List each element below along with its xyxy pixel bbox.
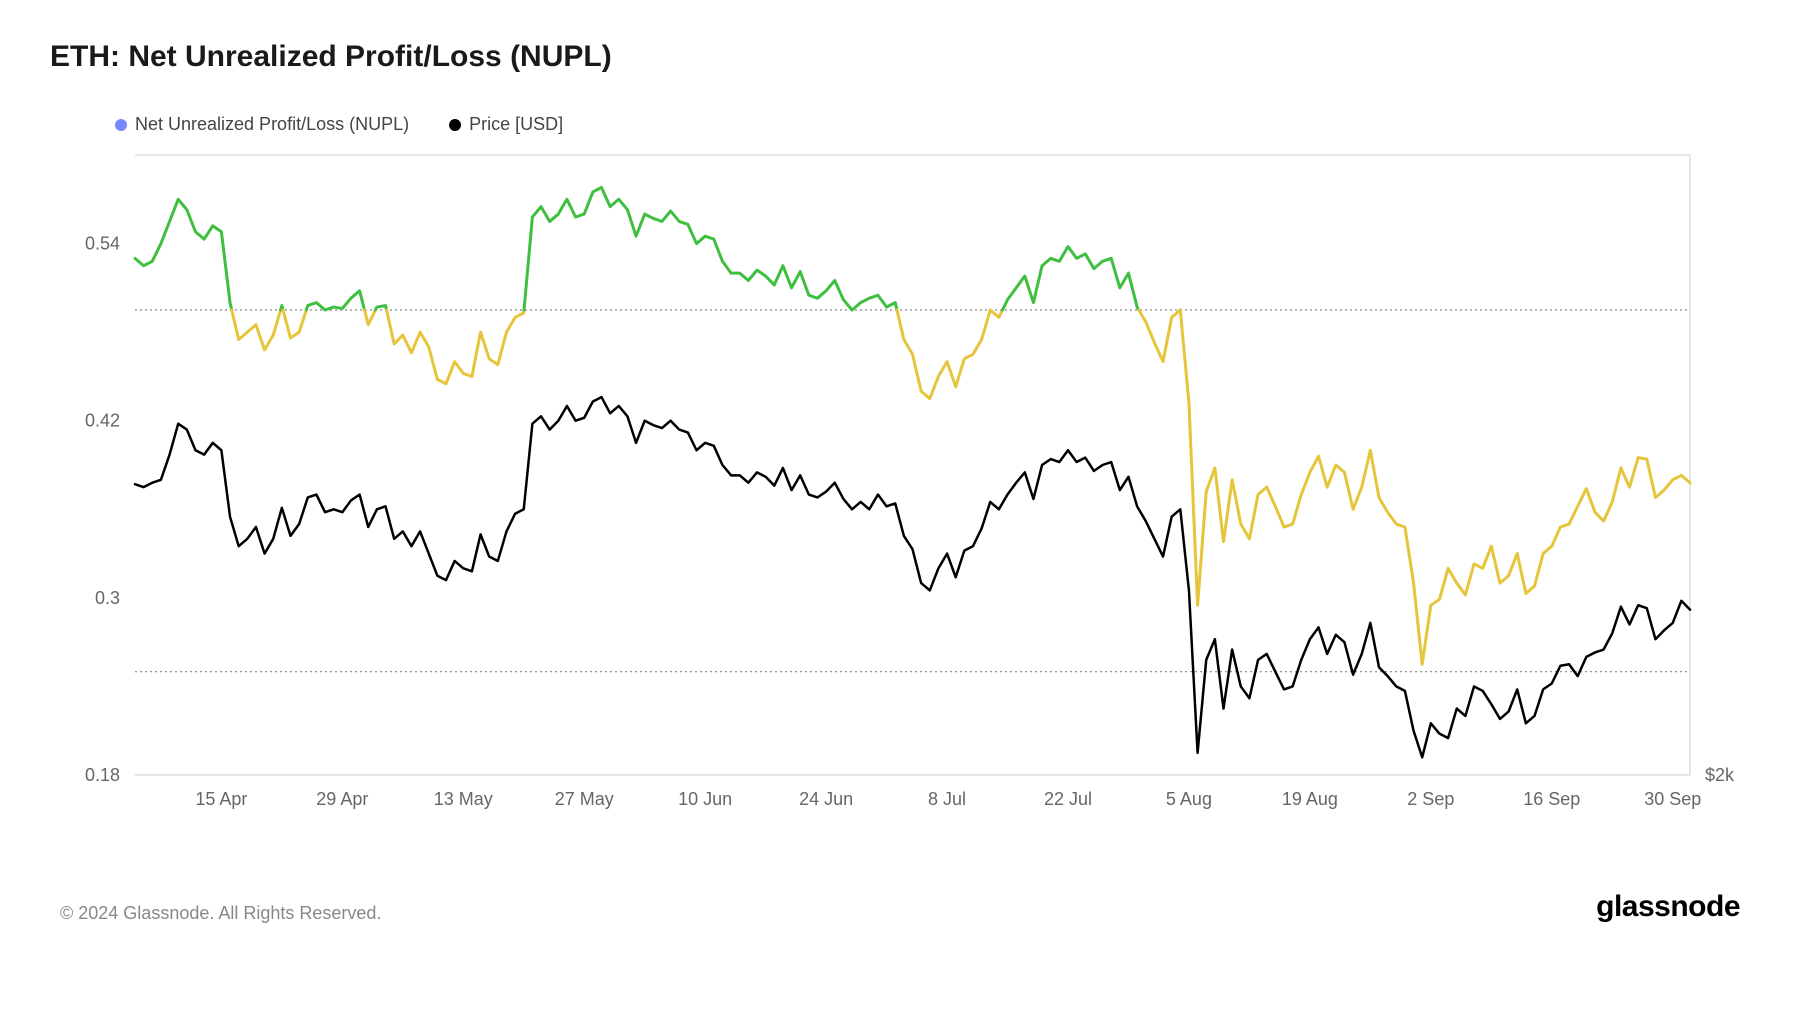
svg-text:30 Sep: 30 Sep xyxy=(1644,789,1701,809)
footer: © 2024 Glassnode. All Rights Reserved. g… xyxy=(50,890,1750,924)
legend-item-price[interactable]: Price [USD] xyxy=(449,114,563,135)
legend-dot-price xyxy=(449,119,461,131)
svg-text:0.54: 0.54 xyxy=(85,234,120,254)
svg-text:5 Aug: 5 Aug xyxy=(1166,789,1212,809)
legend-label-price: Price [USD] xyxy=(469,114,563,135)
svg-text:27 May: 27 May xyxy=(555,789,614,809)
chart-plot-area[interactable]: 0.18 0.3 0.42 0.54 $2k 15 Apr 29 Apr 13 May 27 M… xyxy=(50,145,1750,845)
chart-title: ETH: Net Unrealized Profit/Loss (NUPL) xyxy=(50,40,1750,74)
svg-text:8 Jul: 8 Jul xyxy=(928,789,966,809)
copyright-text: © 2024 Glassnode. All Rights Reserved. xyxy=(60,903,381,924)
svg-text:0.18: 0.18 xyxy=(85,765,120,785)
chart-container: ETH: Net Unrealized Profit/Loss (NUPL) N… xyxy=(0,0,1800,1013)
svg-text:24 Jun: 24 Jun xyxy=(799,789,853,809)
svg-text:19 Aug: 19 Aug xyxy=(1282,789,1338,809)
chart-legend: Net Unrealized Profit/Loss (NUPL) Price … xyxy=(50,114,1750,135)
svg-text:22 Jul: 22 Jul xyxy=(1044,789,1092,809)
legend-dot-nupl xyxy=(115,119,127,131)
svg-text:10 Jun: 10 Jun xyxy=(678,789,732,809)
legend-label-nupl: Net Unrealized Profit/Loss (NUPL) xyxy=(135,114,409,135)
svg-text:29 Apr: 29 Apr xyxy=(316,789,368,809)
svg-text:15 Apr: 15 Apr xyxy=(195,789,247,809)
svg-text:0.3: 0.3 xyxy=(95,588,120,608)
svg-text:$2k: $2k xyxy=(1705,765,1735,785)
legend-item-nupl[interactable]: Net Unrealized Profit/Loss (NUPL) xyxy=(115,114,409,135)
svg-text:2 Sep: 2 Sep xyxy=(1407,789,1454,809)
brand-logo: glassnode xyxy=(1596,890,1740,924)
svg-text:16 Sep: 16 Sep xyxy=(1523,789,1580,809)
chart-svg: 0.18 0.3 0.42 0.54 $2k 15 Apr 29 Apr 13 May 27 M… xyxy=(50,145,1750,845)
svg-text:0.42: 0.42 xyxy=(85,411,120,431)
svg-text:13 May: 13 May xyxy=(434,789,493,809)
